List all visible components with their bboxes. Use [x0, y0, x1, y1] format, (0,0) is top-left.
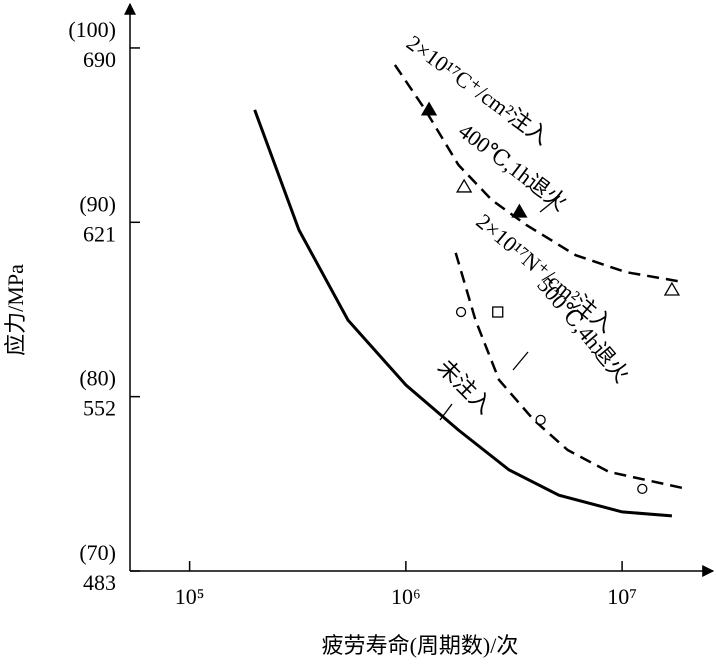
series-line — [393, 64, 683, 284]
x-tick-label: 10⁵ — [175, 584, 205, 609]
y-tick-label: 690 — [83, 47, 116, 72]
series-label: 2×10¹⁷N⁺/cm²注入 — [472, 209, 619, 338]
x-axis-label: 疲劳寿命(周期数)/次 — [322, 633, 519, 658]
y-tick-alt-label: (100) — [68, 17, 116, 42]
marker-circle — [637, 483, 648, 495]
marker-circle — [535, 414, 546, 426]
marker-triangle — [420, 101, 438, 116]
y-tick-alt-label: (90) — [79, 191, 116, 216]
x-tick-label: 10⁷ — [607, 584, 637, 609]
y-tick-label: 483 — [83, 570, 116, 595]
series-line — [253, 109, 673, 518]
leader-line — [512, 351, 529, 371]
y-tick-label: 552 — [83, 396, 116, 421]
marker-triangle — [663, 281, 681, 296]
marker-triangle — [456, 178, 473, 193]
leader-line — [539, 195, 561, 213]
leader-line — [439, 403, 453, 421]
y-tick-label: 621 — [83, 221, 116, 246]
y-tick-alt-label: (80) — [79, 366, 116, 391]
x-tick-label: 10⁶ — [391, 584, 421, 609]
y-axis-label: 应力/MPa — [3, 264, 28, 356]
series-label: 未注入 — [433, 354, 497, 418]
marker-triangle — [511, 203, 528, 218]
marker-circle — [455, 306, 467, 318]
marker-square — [492, 306, 504, 318]
y-tick-alt-label: (70) — [79, 540, 116, 565]
